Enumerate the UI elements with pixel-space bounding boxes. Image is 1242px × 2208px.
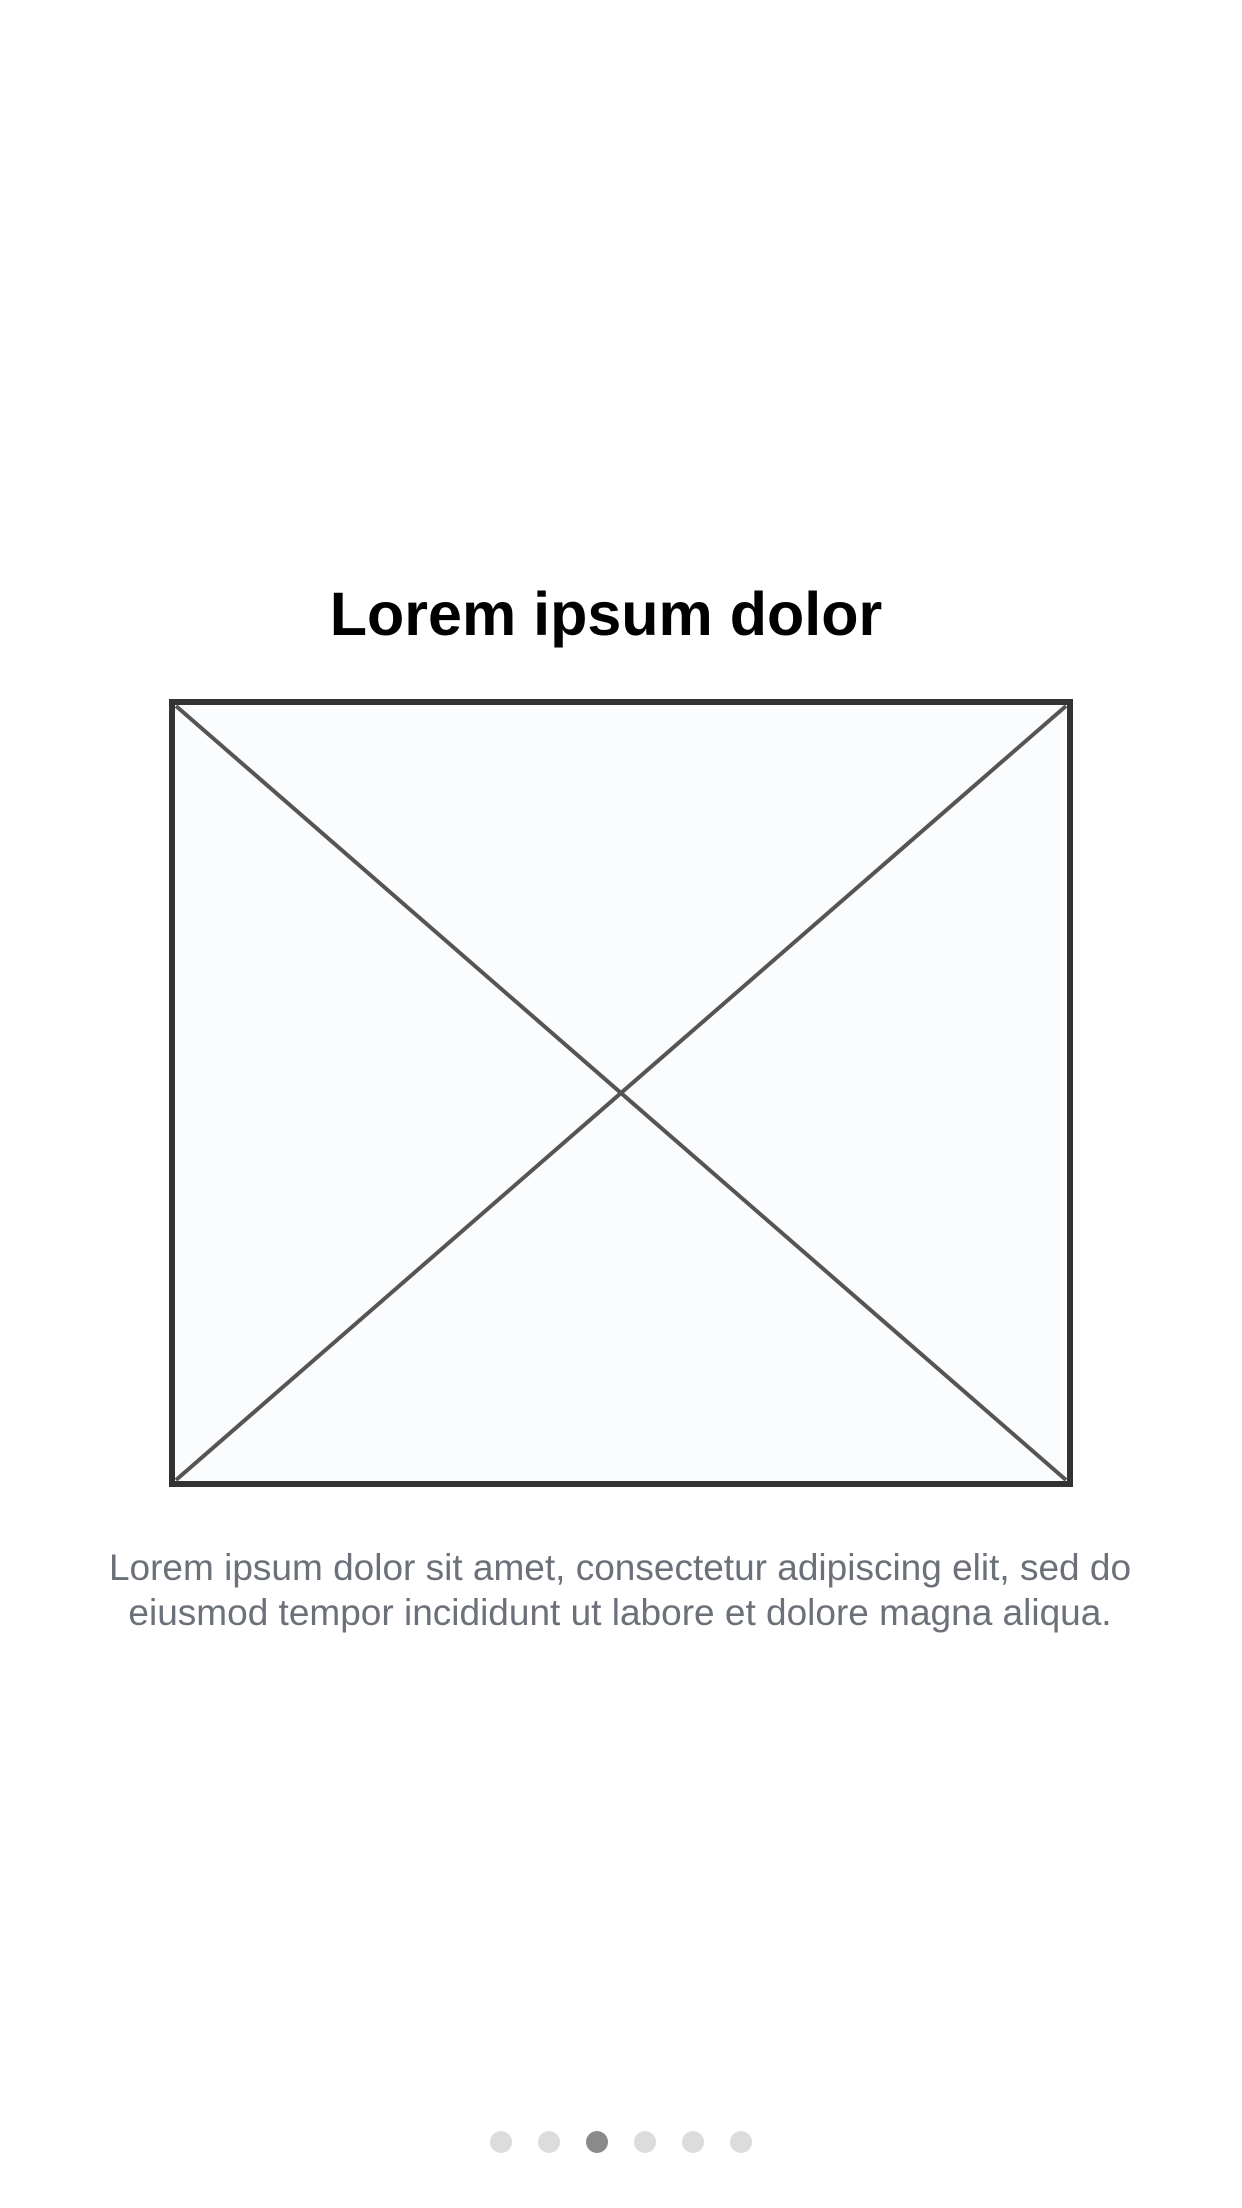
description-text: Lorem ipsum dolor sit amet, consectetur … xyxy=(40,1545,1200,1635)
page-dot[interactable] xyxy=(682,2131,704,2153)
image-placeholder-icon xyxy=(168,698,1074,1488)
page-dot-active[interactable] xyxy=(586,2131,608,2153)
placeholder-diagonal xyxy=(174,704,1068,1482)
page-dot[interactable] xyxy=(490,2131,512,2153)
page-dot[interactable] xyxy=(538,2131,560,2153)
page-dot[interactable] xyxy=(730,2131,752,2153)
description-line: Lorem ipsum dolor sit amet, consectetur … xyxy=(108,1547,1132,1588)
description-line: eiusmod tempor incididunt ut labore et d… xyxy=(128,1592,1112,1633)
page-indicator xyxy=(0,2130,1242,2154)
page-dot[interactable] xyxy=(634,2131,656,2153)
page-title: Lorem ipsum dolor xyxy=(329,580,883,648)
image-placeholder-graphic xyxy=(169,699,1073,1487)
